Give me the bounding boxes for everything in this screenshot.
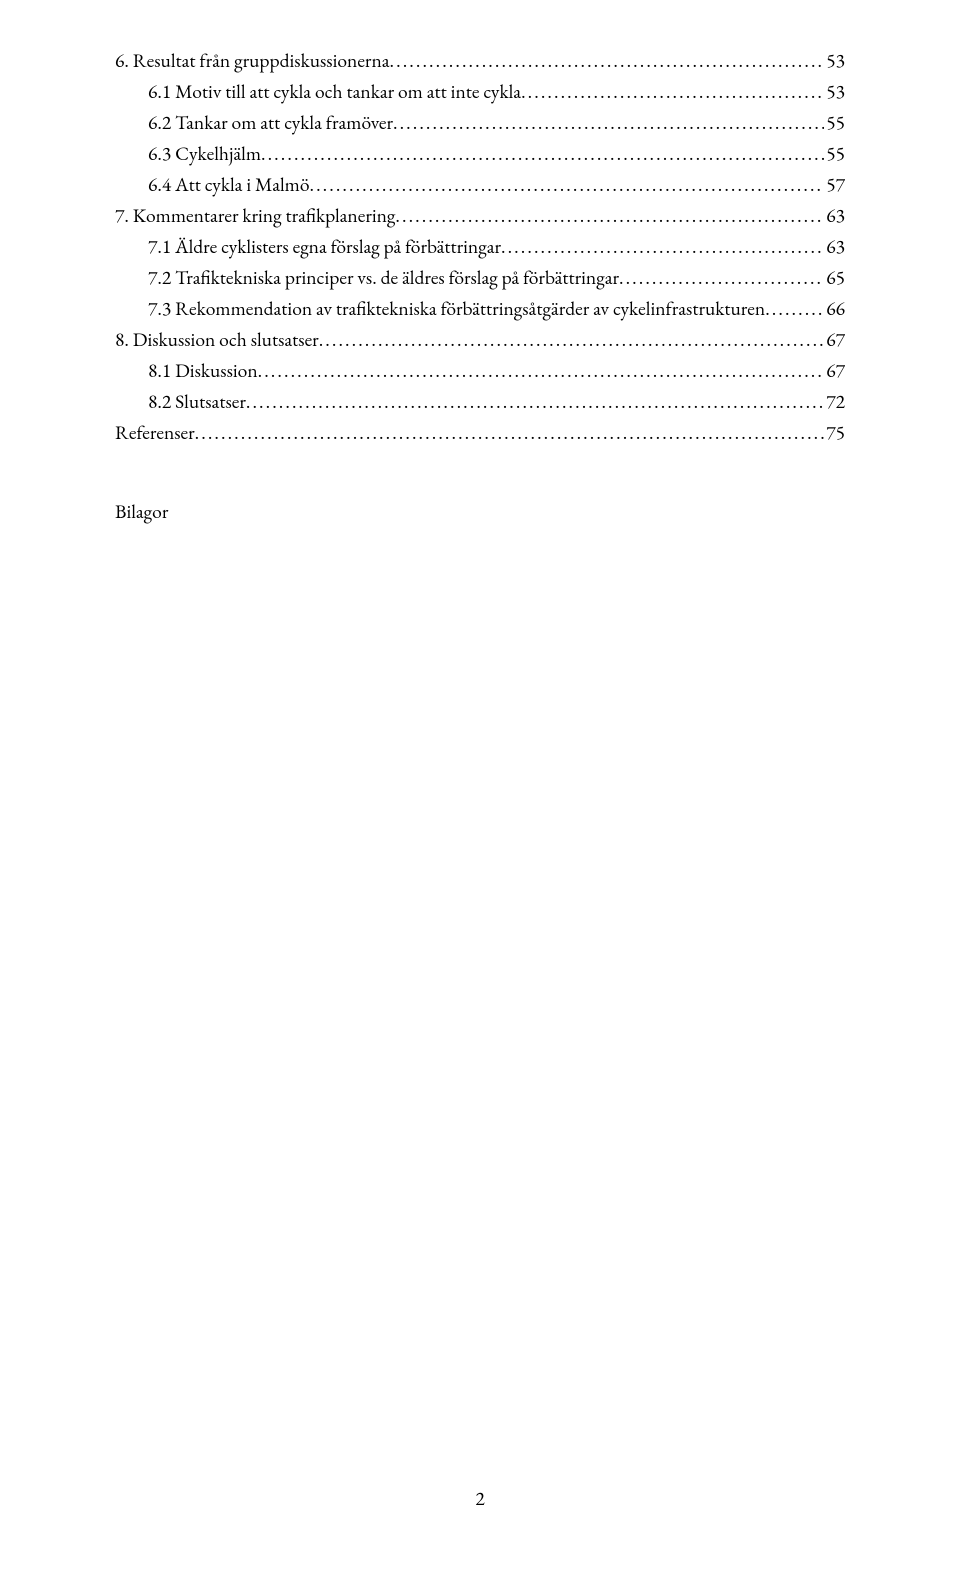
toc-entry-page: 63 — [824, 231, 845, 262]
toc-entry-page: 63 — [824, 200, 845, 231]
toc-entry-page: 53 — [824, 45, 845, 76]
toc-entry-label: 6.3 Cykelhjälm — [148, 138, 261, 169]
toc-entry-label: 7.1 Äldre cyklisters egna förslag på för… — [148, 231, 501, 262]
toc-entry-leader — [393, 107, 824, 138]
toc-entry-leader — [390, 45, 825, 76]
toc-entry: 6.3 Cykelhjälm 55 — [115, 138, 845, 169]
toc-entry-page: 67 — [824, 355, 845, 386]
toc-entry-leader — [765, 293, 824, 324]
page-number: 2 — [0, 1485, 960, 1511]
toc-entry-label: 8.2 Slutsatser — [148, 386, 246, 417]
toc-entry-page: 53 — [824, 76, 845, 107]
toc-entry-label: Referenser — [115, 417, 195, 448]
toc-entry: 8. Diskussion och slutsatser 67 — [115, 324, 845, 355]
bilagor-heading: Bilagor — [115, 496, 845, 527]
toc-entry: 6.4 Att cykla i Malmö 57 — [115, 169, 845, 200]
toc-entry-label: 7.3 Rekommendation av trafiktekniska för… — [148, 293, 765, 324]
toc-entry-page: 72 — [824, 386, 845, 417]
toc-entry-leader — [619, 262, 824, 293]
toc-entry-page: 55 — [824, 138, 845, 169]
toc-entry: 6.2 Tankar om att cykla framöver 55 — [115, 107, 845, 138]
toc-entry-leader — [319, 324, 825, 355]
toc-entry-label: 7.2 Trafiktekniska principer vs. de äldr… — [148, 262, 619, 293]
toc-entry-page: 67 — [824, 324, 845, 355]
toc-entry-label: 8.1 Diskussion — [148, 355, 258, 386]
toc-entry-page: 75 — [824, 417, 845, 448]
toc-entry-leader — [501, 231, 824, 262]
toc-entry: 7.1 Äldre cyklisters egna förslag på för… — [115, 231, 845, 262]
toc-entry-label: 6.1 Motiv till att cykla och tankar om a… — [148, 76, 521, 107]
toc-entry-page: 66 — [824, 293, 845, 324]
toc-entry: 6.1 Motiv till att cykla och tankar om a… — [115, 76, 845, 107]
toc-entry-leader — [521, 76, 824, 107]
toc-entry-label: 8. Diskussion och slutsatser — [115, 324, 319, 355]
toc-entry-label: 6.4 Att cykla i Malmö — [148, 169, 309, 200]
toc-entry-leader — [309, 169, 824, 200]
toc-entry-leader — [246, 386, 824, 417]
toc-entry: 6. Resultat från gruppdiskussionerna 53 — [115, 45, 845, 76]
toc-entry-page: 55 — [824, 107, 845, 138]
toc-entry-leader — [195, 417, 825, 448]
toc-entry: 8.2 Slutsatser 72 — [115, 386, 845, 417]
toc-entry: 7.2 Trafiktekniska principer vs. de äldr… — [115, 262, 845, 293]
toc-entry: 8.1 Diskussion 67 — [115, 355, 845, 386]
toc-entry-label: 6.2 Tankar om att cykla framöver — [148, 107, 393, 138]
toc-entry-label: 6. Resultat från gruppdiskussionerna — [115, 45, 390, 76]
toc-entry: Referenser 75 — [115, 417, 845, 448]
toc-entry-leader — [395, 200, 824, 231]
table-of-contents: 6. Resultat från gruppdiskussionerna 536… — [115, 45, 845, 448]
toc-entry-page: 65 — [824, 262, 845, 293]
page-content: 6. Resultat från gruppdiskussionerna 536… — [0, 0, 960, 527]
toc-entry-page: 57 — [824, 169, 845, 200]
toc-entry-leader — [258, 355, 825, 386]
toc-entry-label: 7. Kommentarer kring trafikplanering — [115, 200, 395, 231]
toc-entry-leader — [261, 138, 824, 169]
toc-entry: 7.3 Rekommendation av trafiktekniska för… — [115, 293, 845, 324]
toc-entry: 7. Kommentarer kring trafikplanering 63 — [115, 200, 845, 231]
